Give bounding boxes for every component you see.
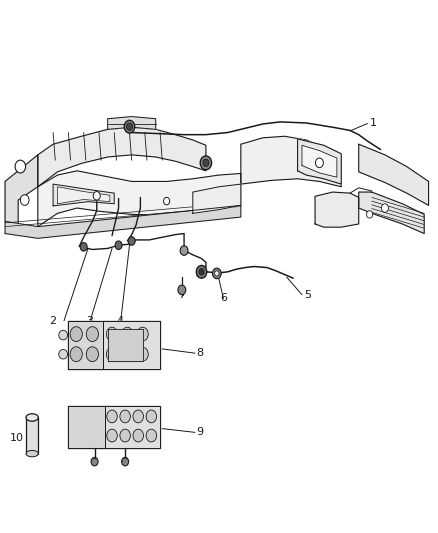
Circle shape xyxy=(120,410,131,423)
Polygon shape xyxy=(5,155,38,225)
Polygon shape xyxy=(68,321,160,368)
Circle shape xyxy=(86,347,99,362)
Circle shape xyxy=(199,269,204,275)
Circle shape xyxy=(122,457,129,466)
Ellipse shape xyxy=(59,350,67,359)
Circle shape xyxy=(196,265,207,278)
Circle shape xyxy=(86,327,99,342)
Polygon shape xyxy=(68,321,103,368)
Circle shape xyxy=(107,410,117,423)
Polygon shape xyxy=(241,136,341,187)
Circle shape xyxy=(91,457,98,466)
Text: 1: 1 xyxy=(370,118,377,128)
Circle shape xyxy=(178,285,186,295)
Circle shape xyxy=(133,429,144,442)
Circle shape xyxy=(70,327,82,342)
Circle shape xyxy=(203,159,209,166)
Circle shape xyxy=(180,246,188,255)
Circle shape xyxy=(122,327,133,341)
Polygon shape xyxy=(68,406,160,448)
Polygon shape xyxy=(103,321,160,368)
Text: 9: 9 xyxy=(196,427,203,438)
Text: 5: 5 xyxy=(304,289,311,300)
Circle shape xyxy=(146,429,156,442)
Circle shape xyxy=(315,158,323,167)
Polygon shape xyxy=(108,117,155,130)
Circle shape xyxy=(128,237,135,245)
Circle shape xyxy=(93,191,100,200)
Circle shape xyxy=(137,327,148,341)
Circle shape xyxy=(381,204,389,212)
Polygon shape xyxy=(359,192,424,233)
Polygon shape xyxy=(38,171,241,227)
Text: 4: 4 xyxy=(117,316,124,326)
Polygon shape xyxy=(68,406,106,448)
Text: 2: 2 xyxy=(49,316,56,326)
Text: 8: 8 xyxy=(196,348,203,358)
Text: 10: 10 xyxy=(10,433,23,443)
Circle shape xyxy=(163,197,170,205)
Circle shape xyxy=(15,160,25,173)
Circle shape xyxy=(115,241,122,249)
Circle shape xyxy=(367,211,373,218)
Polygon shape xyxy=(57,187,110,204)
Ellipse shape xyxy=(59,330,67,340)
Polygon shape xyxy=(359,144,428,205)
Polygon shape xyxy=(106,406,160,448)
Polygon shape xyxy=(302,146,337,177)
Ellipse shape xyxy=(26,414,38,421)
Circle shape xyxy=(146,410,156,423)
Polygon shape xyxy=(5,205,241,238)
Circle shape xyxy=(107,429,117,442)
Polygon shape xyxy=(193,184,241,213)
Circle shape xyxy=(20,195,29,205)
Text: 3: 3 xyxy=(86,316,93,326)
Circle shape xyxy=(106,327,118,341)
Circle shape xyxy=(106,348,118,361)
Circle shape xyxy=(215,271,219,276)
FancyBboxPatch shape xyxy=(26,417,38,454)
Polygon shape xyxy=(297,139,341,184)
Circle shape xyxy=(133,410,144,423)
Circle shape xyxy=(80,243,87,251)
Circle shape xyxy=(212,268,221,279)
Circle shape xyxy=(137,348,148,361)
Polygon shape xyxy=(315,192,359,227)
Ellipse shape xyxy=(26,450,38,457)
Text: 6: 6 xyxy=(221,293,228,303)
Polygon shape xyxy=(38,127,206,187)
Circle shape xyxy=(127,123,133,131)
Circle shape xyxy=(124,120,135,133)
Circle shape xyxy=(200,156,212,169)
Polygon shape xyxy=(108,329,143,361)
Polygon shape xyxy=(53,184,114,206)
Circle shape xyxy=(120,429,131,442)
Circle shape xyxy=(70,347,82,362)
Text: 7: 7 xyxy=(178,289,186,300)
Circle shape xyxy=(122,348,133,361)
